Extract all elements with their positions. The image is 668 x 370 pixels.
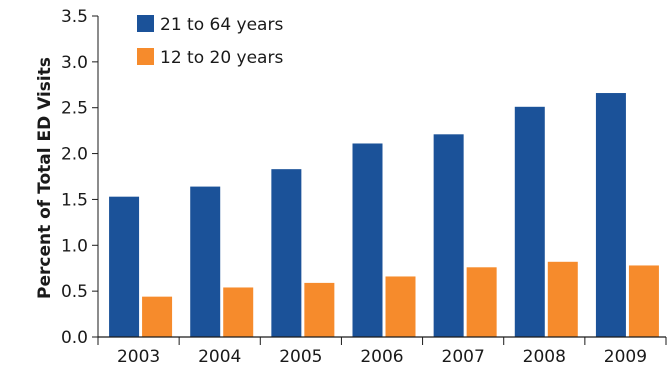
bar-youth-2007 xyxy=(466,267,497,337)
y-tick-label: 0.0 xyxy=(61,328,88,348)
x-tick-label-2006: 2006 xyxy=(360,347,403,367)
y-tick-label: 0.5 xyxy=(61,282,88,302)
bar-youth-2009 xyxy=(628,265,659,337)
bar-adults-2008 xyxy=(514,106,545,337)
y-tick-label: 2.5 xyxy=(61,99,88,119)
bar-adults-2006 xyxy=(352,143,383,337)
y-tick-label: 1.0 xyxy=(61,236,88,256)
x-tick-label-2003: 2003 xyxy=(117,347,160,367)
x-tick-label-2009: 2009 xyxy=(604,347,647,367)
bar-youth-2005 xyxy=(304,282,335,337)
bar-adults-2007 xyxy=(433,134,464,337)
bar-youth-2004 xyxy=(223,287,254,337)
bar-adults-2009 xyxy=(595,93,626,337)
y-tick-label: 1.5 xyxy=(61,190,88,210)
legend-label-1: 12 to 20 years xyxy=(160,48,283,68)
x-tick-label-2004: 2004 xyxy=(198,347,241,367)
bar-adults-2005 xyxy=(271,169,302,337)
x-tick-label-2008: 2008 xyxy=(523,347,566,367)
bar-adults-2003 xyxy=(109,196,140,337)
bar-adults-2004 xyxy=(190,186,221,337)
y-tick-label: 3.5 xyxy=(61,7,88,27)
bar-youth-2008 xyxy=(547,261,578,337)
legend-label-0: 21 to 64 years xyxy=(160,15,283,35)
x-axis: 2003 2004 2005 2006 2007 2008 2009 xyxy=(97,16,667,367)
x-tick-label-2005: 2005 xyxy=(279,347,322,367)
y-tick-label: 2.0 xyxy=(61,145,88,165)
legend-swatch-1 xyxy=(137,48,154,65)
y-axis-ticks: 0.0 0.5 1.0 1.5 2.0 2.5 3.0 3.5 xyxy=(61,7,98,348)
bar-youth-2003 xyxy=(142,296,173,337)
bars xyxy=(109,93,659,337)
legend: 21 to 64 years 12 to 20 years xyxy=(137,15,283,68)
x-tick-label-2007: 2007 xyxy=(442,347,485,367)
y-tick-label: 3.0 xyxy=(61,53,88,73)
y-axis-label: Percent of Total ED Visits xyxy=(35,57,55,299)
legend-swatch-0 xyxy=(137,15,154,32)
bar-youth-2006 xyxy=(385,276,416,337)
